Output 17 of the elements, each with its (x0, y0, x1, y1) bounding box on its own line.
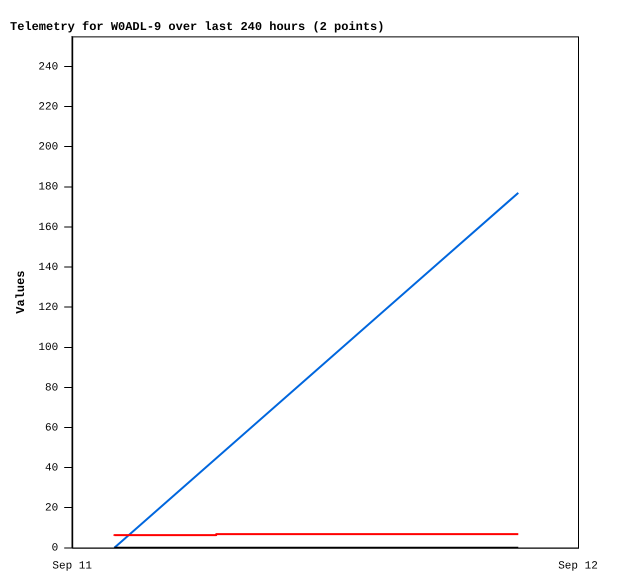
y-tick-label: 220 (38, 102, 58, 114)
y-axis-title: Values (14, 270, 28, 314)
y-tick-label: 0 (52, 542, 58, 555)
y-tick-label: 60 (45, 422, 58, 434)
x-tick-label: Sep 11 (52, 560, 92, 572)
y-tick-label: 80 (45, 382, 58, 394)
y-tick-label: 160 (38, 222, 58, 234)
x-tick-label: Sep 12 (558, 560, 598, 572)
y-tick-label: 200 (38, 142, 58, 154)
y-tick-label: 140 (38, 262, 58, 274)
y-tick-label: 40 (45, 462, 58, 474)
y-tick-label: 120 (38, 302, 58, 314)
y-tick-label: 180 (38, 182, 58, 194)
y-tick-label: 240 (38, 61, 58, 74)
chart-title: Telemetry for W0ADL-9 over last 240 hours (2 points) (10, 20, 384, 34)
y-tick-label: 100 (38, 342, 58, 354)
y-tick-label: 20 (45, 502, 58, 515)
